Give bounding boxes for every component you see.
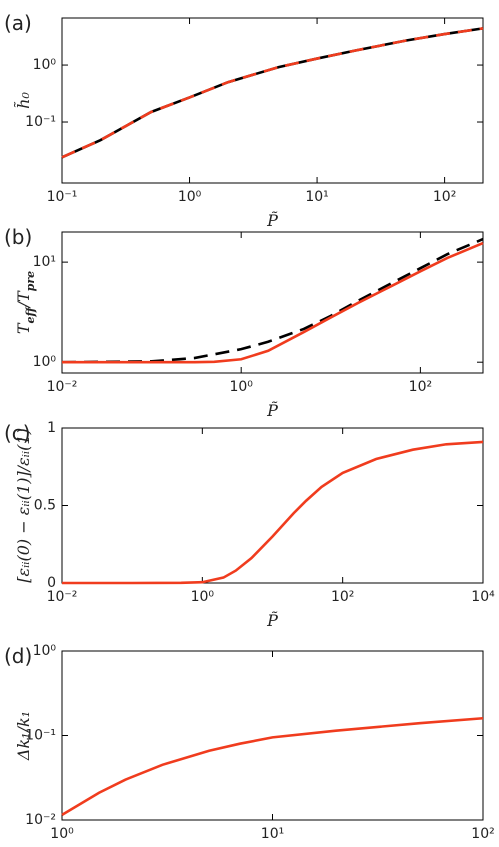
x-tick-label: 10⁰	[229, 379, 253, 395]
axes-box	[61, 231, 484, 374]
axes-box	[61, 427, 484, 584]
y-axis-label: h̃₀	[13, 92, 32, 109]
x-tick-label: 10⁻²	[47, 589, 78, 605]
curve	[61, 27, 484, 159]
x-tick-label: 10⁰	[191, 589, 215, 605]
panel-label: (c)	[4, 421, 31, 445]
x-tick-label: 10¹	[305, 189, 328, 205]
y-tick-label: 10⁰	[33, 643, 57, 659]
y-axis-label: [εᵢᵢ(0) − εᵢᵢ(1)]/εᵢᵢ(1)	[14, 428, 33, 583]
x-tick-label: 10²	[471, 826, 494, 842]
y-tick-label: 10⁻²	[25, 812, 56, 828]
x-tick-label: 10⁰	[178, 189, 202, 205]
y-axis-label: Δk₁/k₁	[14, 711, 33, 761]
axes-box	[61, 17, 484, 184]
y-tick-label: 10⁰	[33, 354, 57, 370]
panel-label: (a)	[4, 11, 32, 35]
y-tick-label: 1	[47, 420, 56, 436]
x-tick-label: 10⁻²	[47, 379, 78, 395]
x-axis-label: P̃	[266, 211, 278, 230]
x-axis-label: P̃	[266, 611, 278, 630]
x-tick-label: 10⁻¹	[47, 189, 78, 205]
x-tick-label: 10²	[331, 589, 354, 605]
x-tick-label: 10⁰	[50, 826, 74, 842]
curve	[62, 241, 484, 364]
y-tick-label: 10⁰	[33, 57, 57, 73]
x-tick-label: 10¹	[261, 826, 284, 842]
x-tick-label: 10⁴	[471, 589, 495, 605]
y-tick-label: 0	[47, 575, 56, 591]
x-tick-label: 10²	[409, 379, 432, 395]
y-tick-label: 10⁻¹	[25, 114, 56, 130]
y-axis-label: Teff/Tpre	[14, 271, 37, 334]
panel-label: (d)	[4, 644, 32, 668]
x-tick-label: 10²	[433, 189, 456, 205]
x-axis-label: P̃	[266, 401, 278, 420]
y-tick-label: 10¹	[33, 254, 56, 270]
panel-label: (b)	[4, 225, 32, 249]
curve	[62, 440, 484, 585]
curve	[61, 237, 484, 364]
axes-box	[61, 650, 484, 821]
y-tick-label: 0.5	[34, 498, 56, 514]
curve	[61, 716, 484, 816]
y-tick-label: 10⁻¹	[25, 728, 56, 744]
curve	[61, 27, 484, 159]
